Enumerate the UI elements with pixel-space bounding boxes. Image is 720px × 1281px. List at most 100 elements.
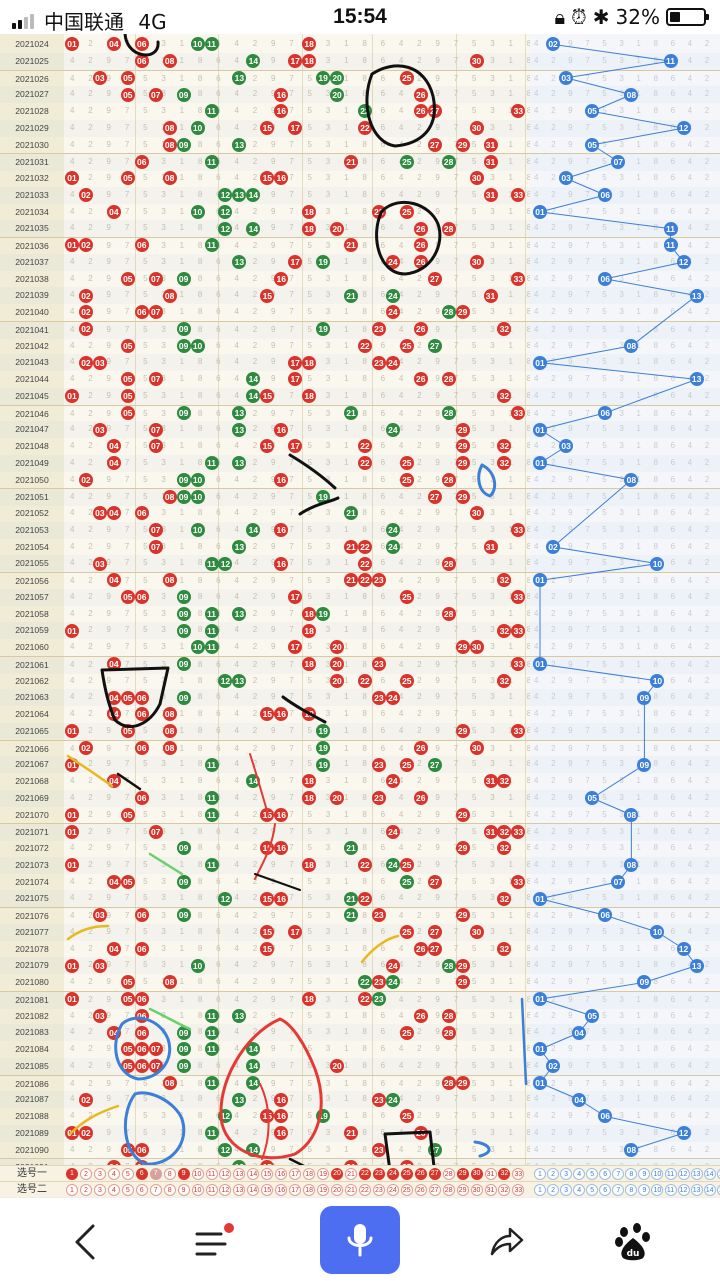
select-blue-number[interactable]: 6 — [599, 1168, 612, 1180]
select-red-number[interactable]: 28 — [442, 1168, 455, 1180]
draw-row[interactable]: 2021079 4 2 9 7 5 3 1 8 6 4 2 9 7 5 3 1 8… — [0, 957, 720, 974]
draw-row[interactable]: 2021069 4 2 9 7 5 3 1 8 6 4 2 9 7 5 3 1 8… — [0, 789, 720, 807]
draw-row[interactable]: 2021089 4 2 9 7 5 3 1 8 6 4 2 9 7 5 3 1 8… — [0, 1124, 720, 1142]
select-red-number[interactable]: 21 — [345, 1168, 357, 1180]
draw-row[interactable]: 2021074 4 2 9 7 5 3 1 8 6 4 2 9 7 5 3 1 8… — [0, 874, 720, 891]
draw-row[interactable]: 2021082 4 2 9 7 5 3 1 8 6 4 2 9 7 5 3 1 8… — [0, 1008, 720, 1025]
select-red-number[interactable]: 19 — [317, 1168, 330, 1180]
draw-row[interactable]: 2021087 4 2 9 7 5 3 1 8 6 4 2 9 7 5 3 1 8… — [0, 1091, 720, 1108]
selector-row-2[interactable]: 选号二 1 2 3 4 5 6 7 8 9 10 11 12 13 14 15 16 17 18 19 20 21 22 2… — [0, 1181, 720, 1197]
draw-row[interactable]: 2021084 4 2 9 7 5 3 1 8 6 4 2 9 7 5 3 1 8… — [0, 1041, 720, 1058]
draw-row[interactable]: 2021045 4 2 9 7 5 3 1 8 6 4 2 9 7 5 3 1 8… — [0, 387, 720, 405]
draw-row[interactable]: 2021054 4 2 9 7 5 3 1 8 6 4 2 9 7 5 3 1 8… — [0, 539, 720, 556]
draw-row[interactable]: 2021056 4 2 9 7 5 3 1 8 6 4 2 9 7 5 3 1 8… — [0, 572, 720, 590]
select-red-number[interactable]: 13 — [233, 1184, 246, 1196]
select-red-number[interactable]: 29 — [456, 1184, 469, 1196]
select-red-number[interactable]: 8 — [163, 1184, 176, 1196]
select-blue-number[interactable]: 14 — [703, 1184, 716, 1196]
select-blue-number[interactable]: 1 — [534, 1184, 546, 1196]
draw-row[interactable]: 2021024 4 2 9 7 5 3 1 8 6 4 2 9 7 5 3 1 8… — [0, 36, 720, 53]
select-red-number[interactable]: 21 — [345, 1184, 357, 1196]
select-blue-number[interactable]: 4 — [573, 1168, 586, 1180]
select-red-number[interactable]: 17 — [289, 1168, 302, 1180]
select-blue-number[interactable]: 12 — [677, 1184, 690, 1196]
select-red-number[interactable]: 11 — [205, 1184, 218, 1196]
draw-row[interactable]: 2021062 4 2 9 7 5 3 1 8 6 4 2 9 7 5 3 1 8… — [0, 673, 720, 690]
draw-row[interactable]: 2021088 4 2 9 7 5 3 1 8 6 4 2 9 7 5 3 1 8… — [0, 1108, 720, 1125]
select-blue-number[interactable]: 3 — [560, 1168, 573, 1180]
select-red-number[interactable]: 20 — [331, 1184, 344, 1196]
select-blue-number[interactable]: 5 — [586, 1168, 599, 1180]
select-red-number[interactable]: 18 — [303, 1184, 316, 1196]
draw-row[interactable]: 2021064 4 2 9 7 5 3 1 8 6 4 2 9 7 5 3 1 8… — [0, 706, 720, 723]
select-blue-number[interactable]: 11 — [664, 1184, 677, 1196]
select-red-number[interactable]: 26 — [414, 1168, 427, 1180]
select-red-number[interactable]: 25 — [400, 1168, 413, 1180]
select-red-number[interactable]: 7 — [149, 1184, 162, 1196]
select-red-number[interactable]: 5 — [121, 1168, 134, 1180]
select-blue-number[interactable]: 12 — [677, 1168, 690, 1180]
select-red-number[interactable]: 5 — [121, 1184, 134, 1196]
select-blue-number[interactable]: 8 — [625, 1168, 638, 1180]
select-red-number[interactable]: 30 — [470, 1184, 483, 1196]
select-red-number[interactable]: 31 — [484, 1168, 497, 1180]
select-red-number[interactable]: 12 — [219, 1168, 232, 1180]
select-blue-number[interactable]: 5 — [586, 1184, 599, 1196]
draw-row[interactable]: 2021026 4 2 9 7 5 3 1 8 6 4 2 9 7 5 3 1 8… — [0, 69, 720, 88]
select-red-number[interactable]: 33 — [512, 1168, 525, 1180]
select-red-number[interactable]: 23 — [372, 1168, 385, 1180]
select-red-number[interactable]: 11 — [205, 1168, 218, 1180]
draw-row[interactable]: 2021071 4 2 9 7 5 3 1 8 6 4 2 9 7 5 3 1 8… — [0, 823, 720, 841]
select-blue-number[interactable]: 13 — [690, 1168, 703, 1180]
select-red-number[interactable]: 20 — [331, 1168, 344, 1180]
select-blue-number[interactable]: 6 — [599, 1184, 612, 1196]
draw-row[interactable]: 2021058 4 2 9 7 5 3 1 8 6 4 2 9 7 5 3 1 8… — [0, 606, 720, 623]
select-red-number[interactable]: 32 — [498, 1184, 511, 1196]
select-red-number[interactable]: 10 — [191, 1168, 204, 1180]
draw-row[interactable]: 2021040 4 2 9 7 5 3 1 8 6 4 2 9 7 5 3 1 8… — [0, 304, 720, 321]
draw-row[interactable]: 2021068 4 2 9 7 5 3 1 8 6 4 2 9 7 5 3 1 8… — [0, 773, 720, 790]
select-red-number[interactable]: 18 — [303, 1168, 316, 1180]
draw-row[interactable]: 2021080 4 2 9 7 5 3 1 8 6 4 2 9 7 5 3 1 8… — [0, 974, 720, 991]
select-blue-number[interactable]: 3 — [560, 1184, 573, 1196]
select-red-number[interactable]: 22 — [358, 1168, 371, 1180]
select-red-number[interactable]: 23 — [372, 1184, 385, 1196]
draw-row[interactable]: 2021033 4 2 9 7 5 3 1 8 6 4 2 9 7 5 3 1 8… — [0, 186, 720, 204]
select-red-number[interactable]: 8 — [163, 1168, 176, 1180]
select-red-number[interactable]: 14 — [247, 1168, 260, 1180]
back-button[interactable] — [57, 1214, 113, 1270]
draw-row[interactable]: 2021065 4 2 9 7 5 3 1 8 6 4 2 9 7 5 3 1 8… — [0, 722, 720, 740]
select-blue-number[interactable]: 2 — [547, 1168, 560, 1180]
select-red-number[interactable]: 7 — [149, 1168, 162, 1180]
select-red-number[interactable]: 32 — [498, 1168, 511, 1180]
select-blue-number[interactable]: 11 — [664, 1168, 677, 1180]
select-red-number[interactable]: 16 — [275, 1168, 288, 1180]
select-red-number[interactable]: 29 — [456, 1168, 469, 1180]
draw-row[interactable]: 2021078 4 2 9 7 5 3 1 8 6 4 2 9 7 5 3 1 8… — [0, 941, 720, 958]
select-blue-number[interactable]: 13 — [690, 1184, 703, 1196]
select-red-number[interactable]: 4 — [107, 1184, 120, 1196]
share-button[interactable] — [478, 1214, 534, 1270]
select-red-number[interactable]: 31 — [484, 1184, 497, 1196]
select-red-number[interactable]: 15 — [261, 1184, 274, 1196]
select-blue-number[interactable]: 9 — [638, 1168, 651, 1180]
draw-row[interactable]: 2021076 4 2 9 7 5 3 1 8 6 4 2 9 7 5 3 1 8… — [0, 907, 720, 925]
select-red-number[interactable]: 25 — [400, 1184, 413, 1196]
select-red-number[interactable]: 2 — [79, 1168, 92, 1180]
select-red-number[interactable]: 33 — [512, 1184, 525, 1196]
select-blue-number[interactable]: 7 — [612, 1184, 625, 1196]
menu-button[interactable] — [185, 1214, 241, 1270]
draw-row[interactable]: 2021031 4 2 9 7 5 3 1 8 6 4 2 9 7 5 3 1 8… — [0, 153, 720, 171]
select-blue-number[interactable]: 4 — [573, 1184, 586, 1196]
select-red-number[interactable]: 6 — [135, 1168, 148, 1180]
draw-row[interactable]: 2021038 4 2 9 7 5 3 1 8 6 4 2 9 7 5 3 1 8… — [0, 271, 720, 288]
baidu-button[interactable]: du — [605, 1214, 661, 1270]
draw-row[interactable]: 2021034 4 2 9 7 5 3 1 8 6 4 2 9 7 5 3 1 8… — [0, 204, 720, 221]
select-red-number[interactable]: 9 — [177, 1168, 190, 1180]
select-red-number[interactable]: 27 — [428, 1168, 441, 1180]
draw-row[interactable]: 2021032 4 2 9 7 5 3 1 8 6 4 2 9 7 5 3 1 8… — [0, 170, 720, 187]
select-red-number[interactable]: 1 — [66, 1184, 78, 1196]
select-red-number[interactable]: 24 — [386, 1168, 399, 1180]
select-red-number[interactable]: 17 — [289, 1184, 302, 1196]
select-red-number[interactable]: 13 — [233, 1168, 246, 1180]
